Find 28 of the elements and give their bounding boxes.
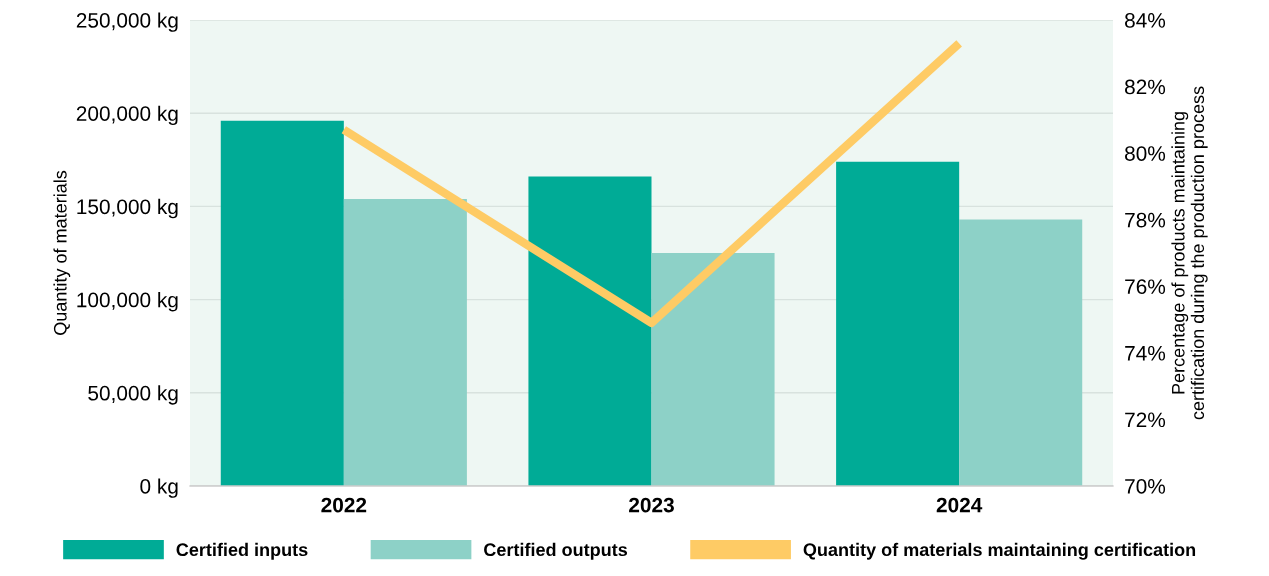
legend-label: Certified inputs (176, 542, 308, 560)
y-tick-label: 250,000 kg (76, 12, 178, 32)
y-tick-label: 150,000 kg (77, 198, 178, 219)
y2-tick-label: 84% (1125, 13, 1166, 28)
bar (959, 219, 1083, 486)
y2-tick-label: 82% (1125, 79, 1166, 95)
legend-label: Certified outputs (484, 542, 628, 560)
y2-tick-label: 72% (1125, 412, 1166, 428)
bar (220, 120, 344, 486)
x-tick-label: 2022 (321, 497, 367, 513)
y2-tick-label: 78% (1125, 212, 1166, 228)
y-tick-label: 100,000 kg (77, 292, 178, 312)
y2-axis-title: Percentage of products maintaining certification during the production process (1171, 86, 1208, 420)
y-tick-label: 200,000 kg (76, 105, 178, 126)
bar (651, 253, 775, 486)
y2-tick-label: 80% (1125, 146, 1166, 161)
y2-tick-label: 76% (1125, 279, 1166, 295)
y-axis-title: Quantity of materials (53, 170, 71, 335)
bar (528, 176, 652, 486)
y2-tick-label: 70% (1125, 479, 1166, 494)
bar (343, 198, 467, 486)
x-tick-label: 2024 (936, 497, 983, 513)
y2-tick-label: 74% (1125, 345, 1166, 361)
y-tick-label: 50,000 kg (88, 385, 178, 405)
y-tick-label: 0 kg (140, 478, 178, 498)
bar (836, 161, 960, 486)
legend-label: Quantity of materials maintaining certification (803, 542, 1196, 560)
x-tick-label: 2023 (629, 497, 674, 513)
